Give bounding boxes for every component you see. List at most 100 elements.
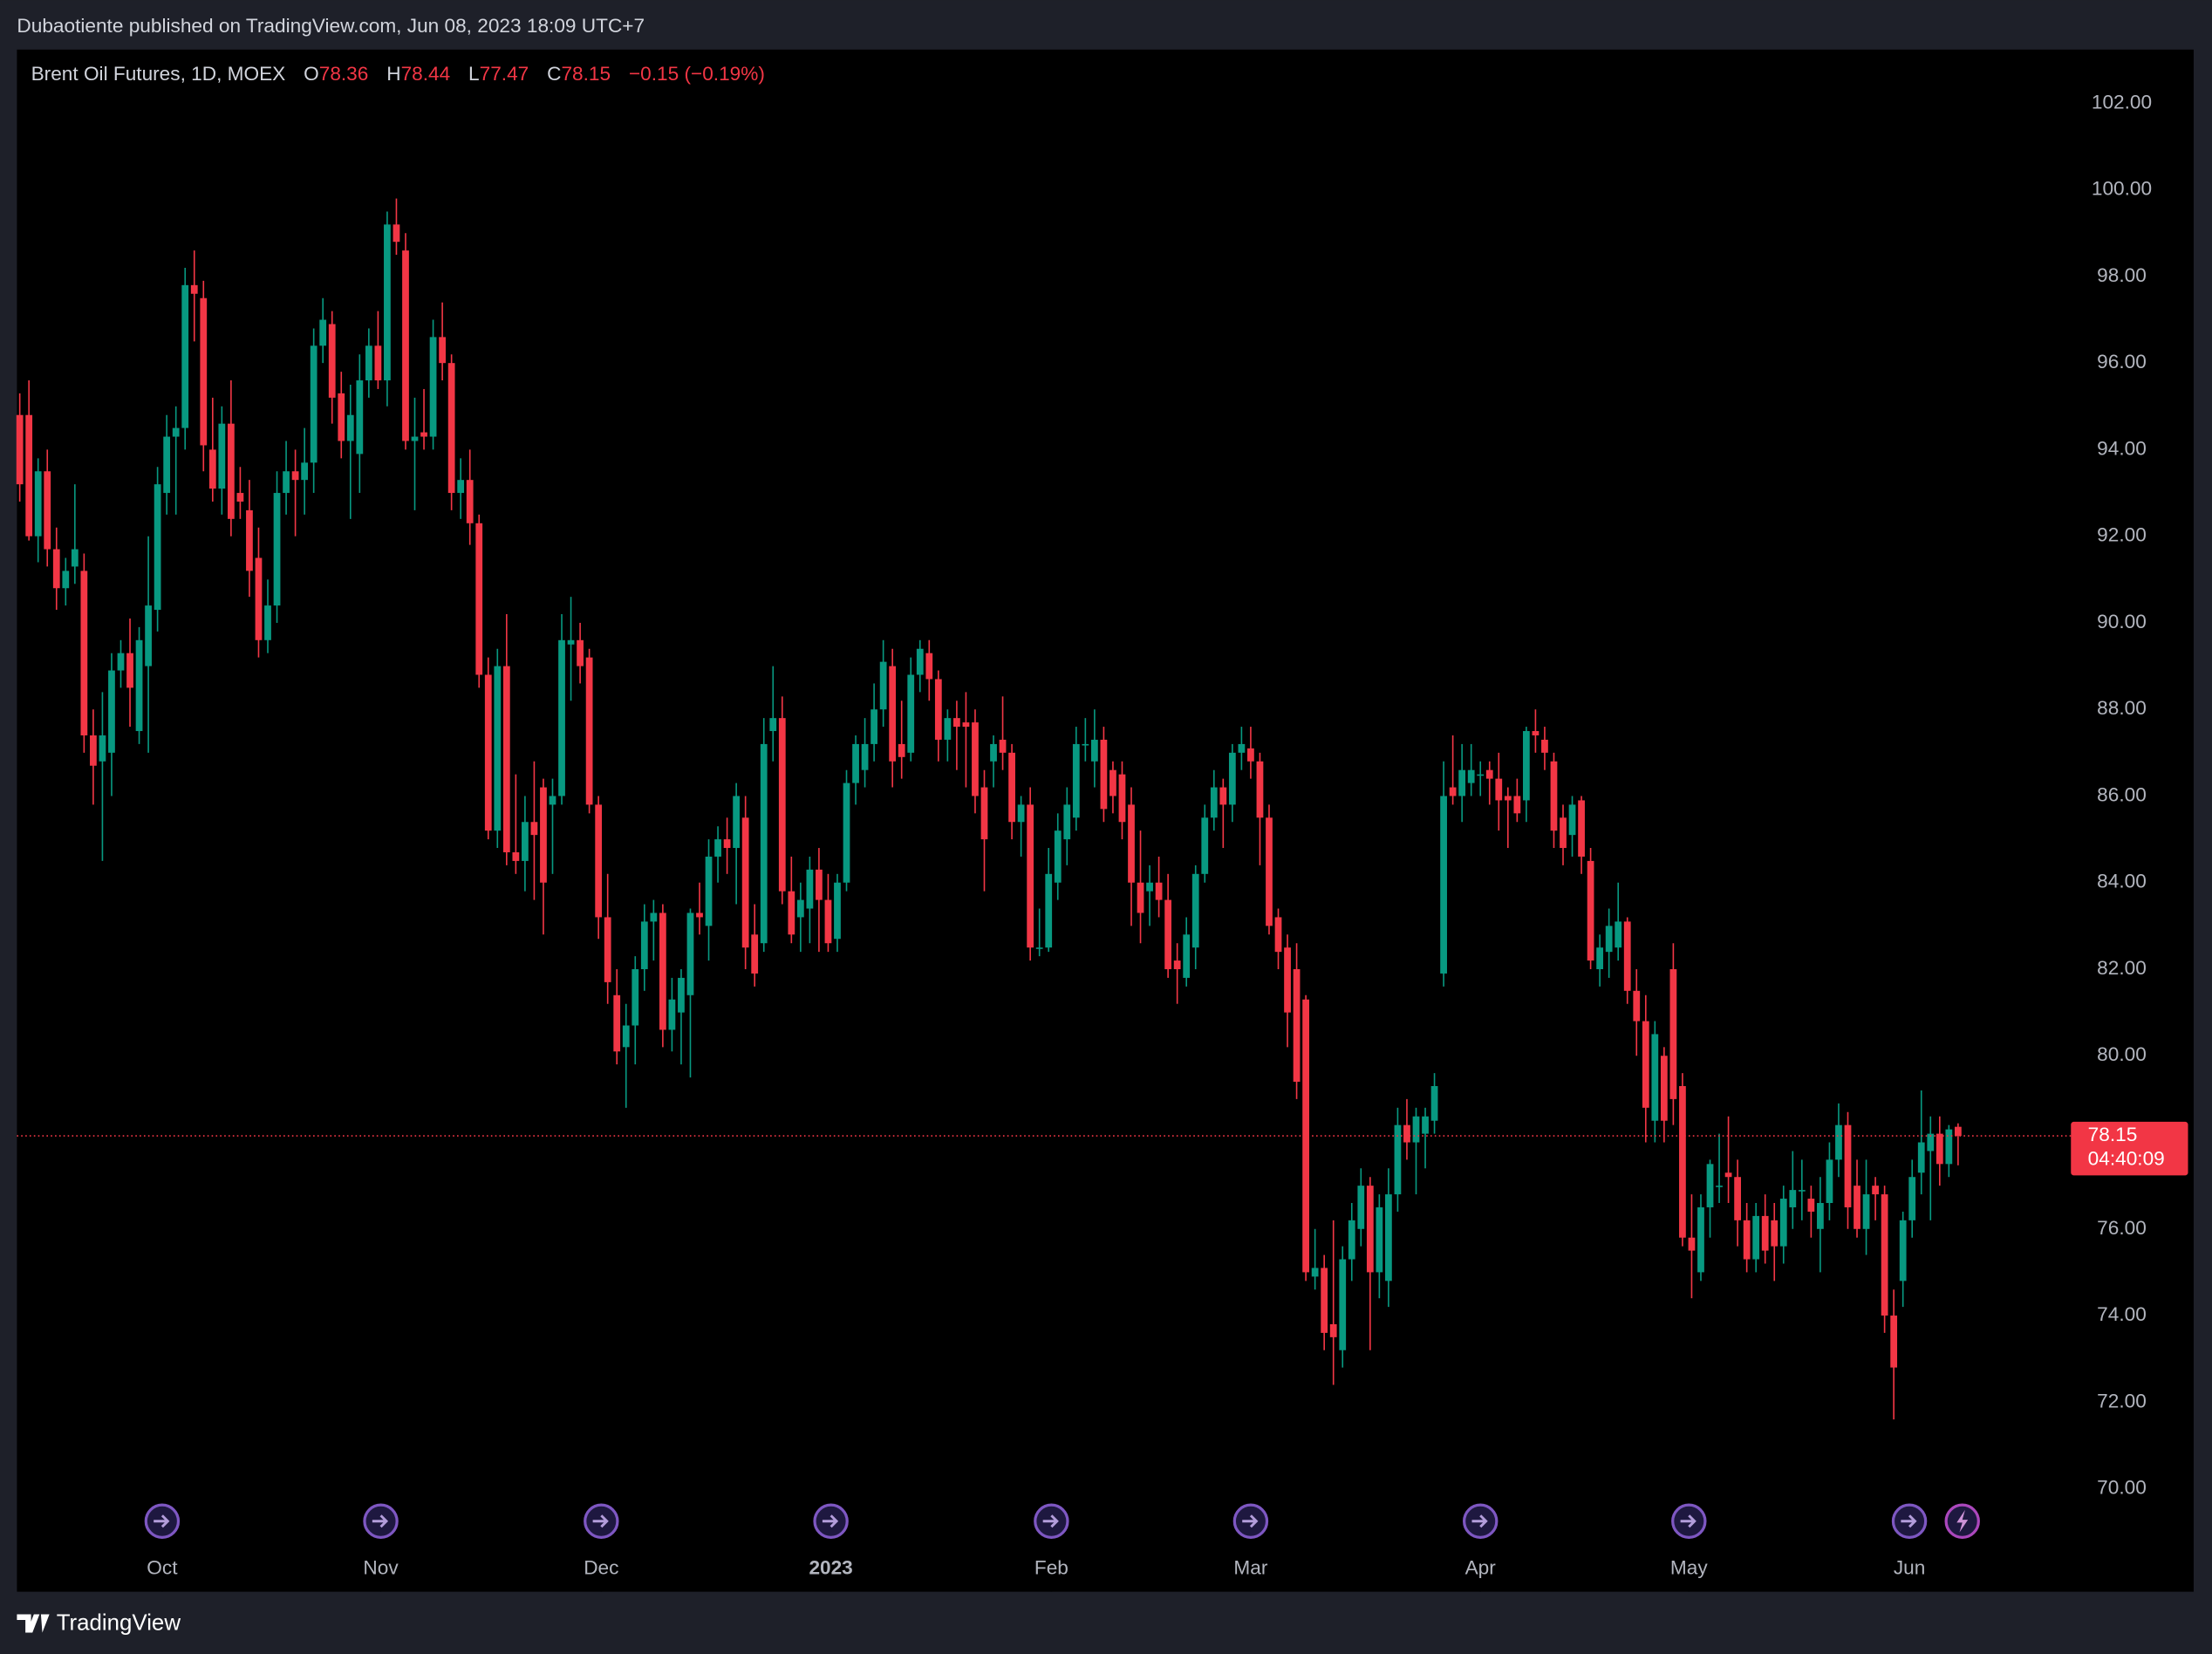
candle-body — [1164, 899, 1172, 969]
candle-body — [502, 666, 510, 852]
bar-countdown: 04:40:09 — [2088, 1148, 2165, 1170]
x-tick-label: Jun — [1894, 1557, 1925, 1579]
candle-body — [760, 743, 768, 944]
x-tick-label: Oct — [147, 1557, 178, 1579]
candle-body — [916, 648, 924, 675]
candle-body — [439, 337, 446, 364]
candle-body — [457, 480, 465, 494]
y-tick-label: 98.00 — [2097, 264, 2147, 286]
candle-body — [273, 493, 281, 606]
x-tick-label: Mar — [1233, 1557, 1267, 1579]
candle-body — [1817, 1203, 1824, 1229]
candle-body — [1927, 1133, 1935, 1152]
candle-body — [1458, 769, 1466, 796]
candle-body — [1137, 882, 1144, 913]
legend: Brent Oil Futures, 1D, MOEX O78.36 H78.4… — [31, 63, 765, 85]
candle-body — [1412, 1116, 1420, 1143]
candle-body — [1890, 1316, 1898, 1368]
candle-body — [181, 284, 189, 428]
candle-body — [420, 432, 427, 437]
candle-body — [1072, 743, 1080, 818]
candle-body — [71, 549, 79, 567]
candle-body — [769, 718, 777, 732]
candle-body — [1495, 778, 1503, 801]
candle-body — [714, 839, 721, 857]
candle-body — [1724, 1172, 1732, 1178]
candle-body — [1109, 769, 1116, 796]
candle-body — [200, 297, 208, 446]
candle-body — [1560, 817, 1567, 849]
candle-body — [1238, 743, 1246, 753]
candle-body — [1256, 761, 1264, 818]
candle-body — [208, 449, 216, 489]
candle-body — [346, 414, 354, 441]
candle-body — [1357, 1186, 1365, 1229]
candle-body — [723, 839, 731, 849]
candle-body — [301, 462, 309, 481]
candle-body — [1228, 752, 1236, 805]
candle-body — [494, 666, 502, 831]
y-tick-label: 94.00 — [2097, 437, 2147, 459]
event-icon-arrow — [1680, 1514, 1697, 1528]
candle-body — [447, 363, 455, 494]
candle-body — [393, 224, 400, 243]
candle-body — [824, 899, 832, 944]
candle-body — [338, 393, 345, 441]
candle-body — [861, 743, 869, 770]
candle-body — [1633, 990, 1641, 1022]
candle-body — [1100, 739, 1108, 810]
candle-body — [577, 639, 584, 666]
candle-body — [1826, 1159, 1833, 1204]
event-icon-arrow — [1242, 1514, 1259, 1528]
candle-body — [889, 666, 897, 762]
legend-label: L — [468, 63, 480, 85]
candle-body — [1587, 860, 1594, 961]
candle-body — [622, 1025, 630, 1048]
candle-body — [816, 869, 823, 900]
candle-body — [402, 250, 409, 441]
candle-body — [1183, 934, 1191, 978]
event-icon-arrow — [372, 1514, 389, 1528]
candle-body — [1596, 947, 1604, 969]
candle-body — [145, 605, 152, 666]
x-tick-label: Feb — [1034, 1557, 1068, 1579]
candle-body — [999, 739, 1007, 753]
candle-body — [678, 977, 685, 1013]
candle-body — [429, 337, 437, 437]
candle-body — [1348, 1220, 1355, 1260]
candle-body — [806, 869, 814, 909]
candle-body — [1899, 1220, 1907, 1282]
candle-body — [411, 436, 419, 441]
candle-body — [52, 549, 60, 589]
y-tick-label: 80.00 — [2097, 1043, 2147, 1065]
candle-body — [1522, 731, 1530, 801]
y-tick-label: 74.00 — [2097, 1303, 2147, 1325]
candle-body — [16, 414, 24, 485]
y-tick-label: 70.00 — [2097, 1477, 2147, 1499]
candle-body — [1716, 1186, 1723, 1187]
candle-body — [356, 380, 364, 455]
candle-body — [925, 653, 933, 680]
last-price-box — [2071, 1121, 2188, 1176]
brand-name: TradingView — [57, 1611, 181, 1636]
x-tick-label: Nov — [363, 1557, 399, 1579]
candle-body — [558, 639, 565, 796]
candle-body — [1706, 1164, 1714, 1207]
candle-body — [741, 817, 749, 948]
y-tick-label: 84.00 — [2097, 871, 2147, 892]
candle-body — [1771, 1220, 1778, 1247]
legend-value: 78.36 — [319, 63, 369, 85]
candle-body — [1376, 1206, 1383, 1273]
candle-body — [1532, 731, 1540, 735]
candle-body — [1467, 769, 1475, 783]
candle-body — [1917, 1142, 1925, 1173]
candle-body — [1201, 817, 1209, 874]
y-tick-label: 76.00 — [2097, 1217, 2147, 1239]
candle-body — [1173, 960, 1181, 969]
candle-body — [236, 493, 244, 502]
candle-body — [1615, 921, 1622, 948]
event-icon-arrow — [592, 1514, 609, 1528]
candle-body — [264, 605, 271, 640]
candle-body — [246, 509, 253, 571]
